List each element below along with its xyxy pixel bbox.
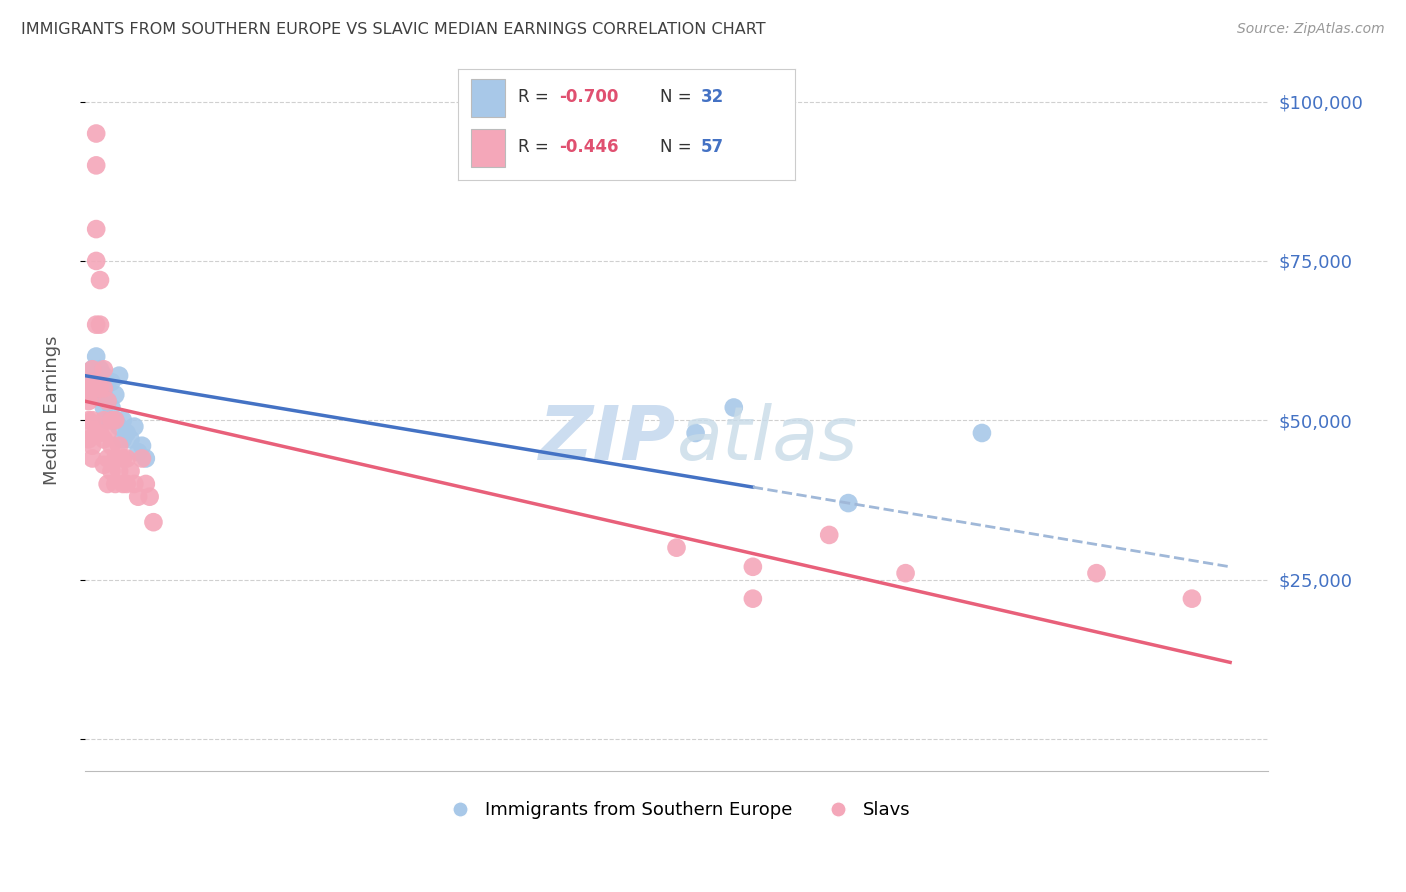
Point	[82, 381, 104, 395]
Point	[82, 375, 104, 389]
Point	[97, 394, 120, 409]
Point	[100, 439, 122, 453]
Point	[89, 425, 111, 440]
Point	[741, 591, 763, 606]
Point	[131, 451, 153, 466]
Point	[77, 381, 100, 395]
Point	[97, 477, 120, 491]
Point	[818, 528, 841, 542]
Text: ZIP: ZIP	[540, 403, 676, 476]
Point	[104, 388, 127, 402]
Point	[84, 222, 107, 236]
Point	[894, 566, 917, 581]
Point	[127, 490, 149, 504]
Point	[93, 381, 115, 395]
Point	[741, 559, 763, 574]
Point	[111, 433, 134, 447]
Point	[100, 375, 122, 389]
Point	[97, 425, 120, 440]
Point	[89, 318, 111, 332]
Point	[100, 413, 122, 427]
Point	[142, 515, 165, 529]
Point	[77, 433, 100, 447]
Point	[723, 401, 745, 415]
Point	[120, 433, 142, 447]
Point	[1181, 591, 1204, 606]
Point	[685, 425, 707, 440]
Point	[84, 388, 107, 402]
Point	[111, 477, 134, 491]
Point	[135, 477, 157, 491]
Point	[837, 496, 859, 510]
Point	[82, 388, 104, 402]
Point	[97, 413, 120, 427]
Point	[93, 368, 115, 383]
Point	[138, 490, 160, 504]
Point	[124, 419, 146, 434]
Point	[100, 464, 122, 478]
Point	[84, 318, 107, 332]
Point	[77, 413, 100, 427]
Point	[82, 451, 104, 466]
Point	[89, 381, 111, 395]
Point	[97, 375, 120, 389]
Point	[135, 451, 157, 466]
Point	[104, 413, 127, 427]
Point	[84, 127, 107, 141]
Point	[84, 425, 107, 440]
Point	[93, 413, 115, 427]
Text: atlas: atlas	[676, 403, 858, 475]
Legend: Immigrants from Southern Europe, Slavs: Immigrants from Southern Europe, Slavs	[434, 794, 918, 827]
Point	[82, 425, 104, 440]
Point	[108, 439, 131, 453]
Point	[111, 451, 134, 466]
Point	[93, 388, 115, 402]
Point	[84, 158, 107, 172]
Point	[104, 477, 127, 491]
Point	[108, 464, 131, 478]
Point	[82, 362, 104, 376]
Point	[115, 477, 138, 491]
Point	[93, 401, 115, 415]
Point	[89, 273, 111, 287]
Point	[124, 477, 146, 491]
Point	[111, 413, 134, 427]
Point	[131, 439, 153, 453]
Point	[82, 413, 104, 427]
Point	[115, 451, 138, 466]
Point	[84, 350, 107, 364]
Point	[82, 362, 104, 376]
Point	[115, 425, 138, 440]
Point	[93, 458, 115, 472]
Point	[84, 381, 107, 395]
Point	[1085, 566, 1108, 581]
Text: IMMIGRANTS FROM SOUTHERN EUROPE VS SLAVIC MEDIAN EARNINGS CORRELATION CHART: IMMIGRANTS FROM SOUTHERN EUROPE VS SLAVI…	[21, 22, 766, 37]
Point	[127, 445, 149, 459]
Point	[100, 401, 122, 415]
Point	[970, 425, 993, 440]
Text: Source: ZipAtlas.com: Source: ZipAtlas.com	[1237, 22, 1385, 37]
Point	[97, 394, 120, 409]
Point	[93, 362, 115, 376]
Point	[84, 254, 107, 268]
Point	[120, 464, 142, 478]
Point	[665, 541, 688, 555]
Y-axis label: Median Earnings: Median Earnings	[44, 336, 60, 485]
Point	[104, 451, 127, 466]
Point	[104, 413, 127, 427]
Point	[89, 381, 111, 395]
Point	[84, 368, 107, 383]
Point	[93, 433, 115, 447]
Point	[77, 375, 100, 389]
Point	[97, 451, 120, 466]
Point	[108, 368, 131, 383]
Point	[77, 394, 100, 409]
Point	[82, 439, 104, 453]
Point	[108, 419, 131, 434]
Point	[89, 362, 111, 376]
